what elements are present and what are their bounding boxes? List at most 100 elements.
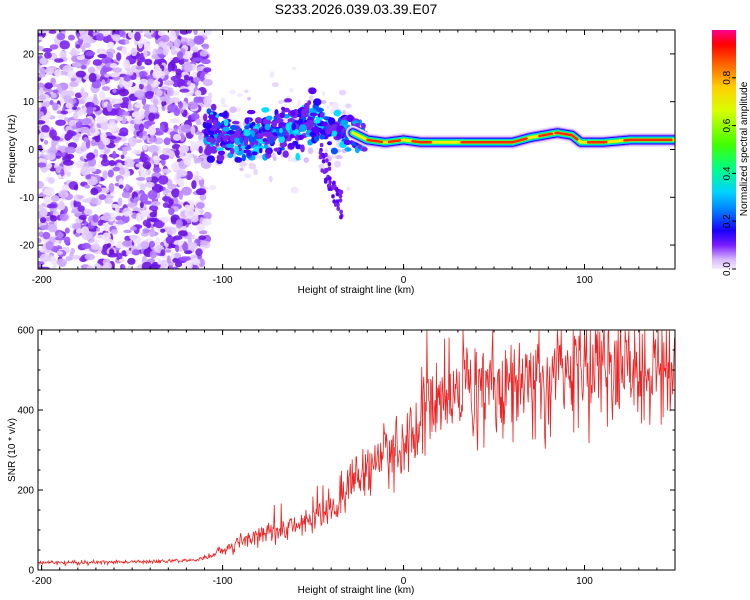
signal-blob [336, 206, 341, 211]
noise-speckle [165, 235, 175, 245]
signal-blob [210, 146, 218, 154]
noise-speckle [159, 96, 171, 102]
noise-speckle [158, 175, 169, 185]
noise-speckle [64, 146, 76, 154]
noise-speckle [57, 114, 67, 119]
noise-speckle [42, 231, 51, 240]
noise-speckle [209, 185, 217, 191]
noise-speckle [78, 30, 85, 34]
signal-blob [241, 153, 247, 162]
signal-blob [295, 152, 301, 161]
noise-speckle [142, 144, 148, 151]
signal-blob [234, 157, 243, 163]
noise-speckle [287, 155, 293, 162]
noise-speckle [70, 247, 75, 255]
noise-speckle [143, 50, 148, 58]
noise-speckle [148, 112, 156, 122]
noise-speckle [109, 72, 120, 78]
noise-speckle [85, 174, 92, 180]
noise-speckle [102, 137, 111, 146]
noise-speckle [61, 184, 70, 192]
noise-speckle [65, 102, 72, 109]
noise-speckle [77, 205, 85, 213]
signal-blob [208, 114, 216, 119]
colorbar-tick-label: 0.6 [722, 118, 733, 132]
noise-speckle [121, 45, 128, 56]
noise-speckle [196, 202, 205, 209]
noise-speckle [122, 59, 130, 69]
signal-blob [239, 137, 244, 144]
noise-speckle [321, 91, 325, 96]
noise-speckle [170, 75, 181, 82]
noise-speckle [65, 153, 75, 160]
noise-speckle [195, 248, 203, 257]
noise-speckle [137, 57, 146, 63]
noise-speckle [183, 63, 193, 72]
noise-speckle [102, 212, 111, 222]
noise-speckle [127, 265, 132, 269]
signal-blob [335, 199, 340, 204]
signal-blob [216, 147, 224, 152]
y-tick-label: 600 [17, 326, 34, 337]
signal-blob [215, 142, 220, 147]
noise-speckle [149, 211, 157, 218]
noise-speckle [101, 86, 111, 91]
y-tick-label: 200 [17, 486, 34, 497]
noise-speckle [198, 145, 203, 154]
noise-speckle [334, 160, 341, 168]
noise-speckle [115, 205, 120, 213]
signal-blob [284, 98, 292, 103]
signal-blob [325, 158, 329, 163]
noise-speckle [183, 157, 192, 166]
noise-speckle [195, 90, 202, 97]
noise-speckle [135, 112, 145, 120]
signal-blob [322, 121, 328, 127]
noise-speckle [123, 74, 131, 82]
noise-speckle [163, 137, 171, 146]
signal-blob [357, 143, 362, 150]
signal-blob [281, 142, 288, 147]
noise-speckle [116, 52, 122, 61]
noise-speckle [145, 176, 153, 182]
noise-speckle [124, 39, 130, 45]
noise-speckle [170, 162, 181, 171]
signal-blob [322, 116, 330, 120]
x-tick-label: 0 [401, 275, 407, 286]
noise-speckle [345, 103, 351, 108]
noise-speckle [121, 264, 126, 269]
noise-speckle [43, 187, 55, 196]
noise-speckle [115, 244, 123, 249]
x-tick-label: -200 [32, 275, 52, 286]
noise-speckle [88, 66, 96, 74]
noise-speckle [80, 64, 87, 70]
noise-speckle [90, 127, 96, 134]
signal-blob [327, 117, 336, 125]
noise-speckle [47, 224, 58, 233]
noise-speckle [97, 220, 104, 226]
noise-speckle [121, 97, 130, 103]
noise-speckle [292, 66, 296, 70]
x-tick-label: -100 [213, 275, 233, 286]
noise-speckle [118, 88, 129, 97]
noise-speckle [123, 211, 134, 216]
noise-speckle [193, 30, 198, 36]
signal-blob [273, 147, 281, 152]
signal-blob [339, 209, 343, 214]
noise-speckle [85, 51, 96, 57]
noise-speckle [199, 208, 204, 215]
x-tick-label: -100 [213, 576, 233, 587]
signal-blob [289, 133, 295, 139]
noise-speckle [278, 99, 284, 105]
signal-blob [217, 150, 226, 156]
noise-speckle [196, 223, 205, 231]
noise-speckle [103, 223, 110, 232]
signal-blob [300, 144, 305, 153]
noise-speckle [71, 62, 82, 68]
signal-blob [281, 106, 286, 111]
noise-speckle [193, 35, 205, 45]
noise-speckle [44, 82, 53, 89]
noise-speckle [221, 104, 229, 108]
noise-speckle [141, 261, 153, 269]
noise-speckle [107, 169, 114, 178]
